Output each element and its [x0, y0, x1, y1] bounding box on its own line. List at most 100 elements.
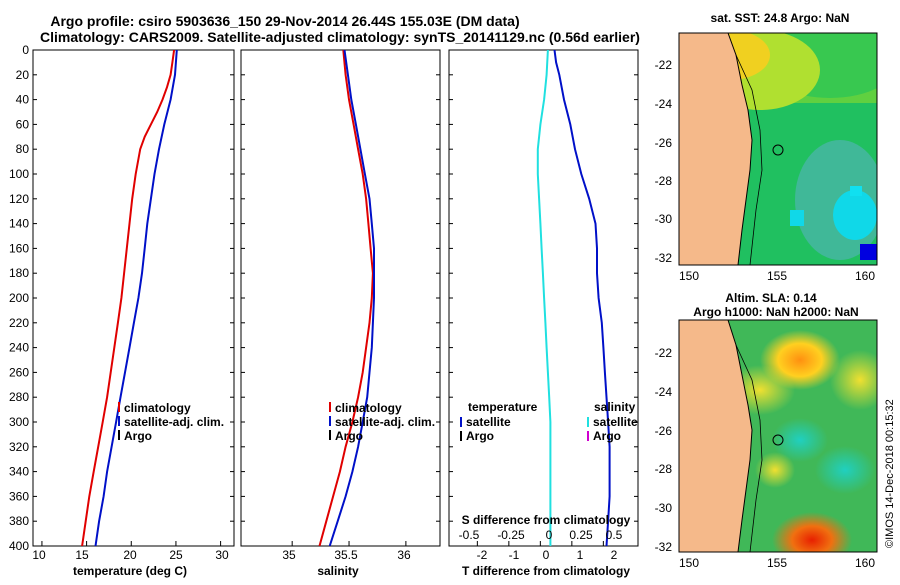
difference-legend-salinity: salinity satellite Argo [587, 400, 638, 443]
sla-yellow-anomaly [830, 350, 877, 410]
depth-tick-label: 20 [16, 68, 30, 82]
x-tick-label: -2 [477, 548, 488, 562]
legend-label-climatology: climatology [335, 401, 402, 415]
depth-tick-label: 140 [9, 217, 29, 231]
temperature-panel-frame [32, 49, 235, 547]
depth-tick-label: 360 [9, 489, 29, 503]
map-y-tick-label: -28 [655, 462, 673, 476]
sla-land [679, 320, 753, 552]
series-line-satellite-adj-clim- [94, 50, 178, 546]
depth-tick-label: 240 [9, 341, 29, 355]
legend-label-s-satellite: satellite [593, 415, 638, 429]
x-tick-label: 30 [215, 548, 229, 562]
sla-yellow-anomaly [755, 452, 795, 488]
depth-tick-label: 400 [9, 539, 29, 553]
sst-blue-patch [860, 244, 877, 260]
depth-tick-label: 320 [9, 440, 29, 454]
x-tick-label: 36 [397, 548, 411, 562]
depth-tick-label: 200 [9, 291, 29, 305]
map-y-tick-label: -24 [655, 385, 673, 399]
map-y-tick-label: -32 [655, 251, 673, 265]
sst-map-title: sat. SST: 24.8 Argo: NaN [711, 11, 850, 25]
map-x-tick-label: 150 [679, 556, 699, 570]
depth-tick-label: 40 [16, 93, 30, 107]
difference-lines [536, 50, 611, 546]
x-tick-label: 1 [577, 548, 584, 562]
x-tick-label: -1 [509, 548, 520, 562]
salinity-legend: climatology satellite-adj. clim. Argo [329, 401, 435, 443]
s-tick-label: 0.25 [569, 528, 593, 542]
legend-label-t-satellite: satellite [466, 415, 511, 429]
depth-tick-label: 180 [9, 266, 29, 280]
map-y-tick-label: -30 [655, 212, 673, 226]
sla-map-title: Altim. SLA: 0.14 [725, 291, 817, 305]
t-difference-axis-title: T difference from climatology [462, 564, 630, 578]
s-tick-label: -0.5 [459, 528, 480, 542]
sst-argo-location [772, 144, 784, 156]
difference-legend-temperature: temperature satellite Argo [460, 400, 538, 443]
depth-tick-label: 280 [9, 390, 29, 404]
map-x-tick-label: 155 [767, 556, 787, 570]
depth-tick-label: 220 [9, 316, 29, 330]
depth-tick-label: 380 [9, 514, 29, 528]
temperature-legend: climatology satellite-adj. clim. Argo [118, 401, 224, 443]
depth-tick-label: 300 [9, 415, 29, 429]
legend-label-argo: Argo [335, 429, 363, 443]
sla-map-subtitle: Argo h1000: NaN h2000: NaN [693, 305, 858, 319]
sla-map [679, 320, 877, 552]
depth-tick-label: 260 [9, 365, 29, 379]
depth-tick-label: 80 [16, 142, 30, 156]
sst-isobath [735, 54, 763, 265]
x-tick-label: 20 [123, 548, 137, 562]
legend-heading-salinity: salinity [594, 400, 636, 414]
map-x-tick-label: 160 [855, 556, 875, 570]
legend-label-satellite: satellite-adj. clim. [335, 415, 435, 429]
s-tick-label: 0 [546, 528, 553, 542]
legend-heading-temperature: temperature [468, 400, 538, 414]
s-tick-label: -0.25 [497, 528, 525, 542]
map-x-tick-label: 150 [679, 269, 699, 283]
legend-label-s-argo: Argo [593, 429, 621, 443]
sst-map-frame [678, 32, 878, 266]
x-tick-label: 2 [611, 548, 618, 562]
s-difference-axis-label: S difference from climatology [462, 513, 631, 527]
legend-label-climatology: climatology [124, 401, 191, 415]
sla-map-frame [678, 319, 878, 553]
series-line-s-satellite [536, 50, 552, 546]
depth-tick-label: 60 [16, 117, 30, 131]
sla-low-anomaly [815, 446, 875, 494]
series-line-climatology [318, 50, 374, 546]
sla-low-anomaly [772, 418, 828, 462]
depth-tick-label: 100 [9, 167, 29, 181]
depth-axis: 0 20 40 60 80 100 120 140 160 180 200 220 240 260 280 3… [9, 43, 638, 553]
x-tick-label: 15 [75, 548, 89, 562]
temperature-axis-title: temperature (deg C) [73, 564, 187, 578]
s-tick-label: 0.5 [606, 528, 623, 542]
sst-map [679, 33, 877, 265]
map-y-tick-label: -26 [655, 136, 673, 150]
temperature-lines [81, 50, 178, 546]
salinity-lines [318, 50, 375, 546]
depth-tick-label: 340 [9, 465, 29, 479]
series-line-climatology [81, 50, 176, 546]
x-tick-label: 25 [169, 548, 183, 562]
map-y-tick-label: -28 [655, 174, 673, 188]
series-line-satellite-adj-clim- [328, 50, 375, 546]
x-tick-label: 10 [32, 548, 46, 562]
map-x-tick-label: 155 [767, 269, 787, 283]
sla-isobath [735, 344, 763, 552]
map-y-tick-label: -30 [655, 501, 673, 515]
legend-label-satellite: satellite-adj. clim. [124, 415, 224, 429]
map-x-tick-label: 160 [855, 269, 875, 283]
x-tick-label: 35 [282, 548, 296, 562]
map-y-tick-label: -22 [655, 346, 673, 360]
sst-cyan-patch [833, 190, 877, 240]
series-line-t-satellite [553, 50, 611, 546]
x-tick-marks [41, 541, 604, 546]
depth-tick-label: 120 [9, 192, 29, 206]
depth-tick-label: 0 [22, 43, 29, 57]
map-y-tick-label: -32 [655, 540, 673, 554]
salinity-axis-title: salinity [317, 564, 359, 578]
